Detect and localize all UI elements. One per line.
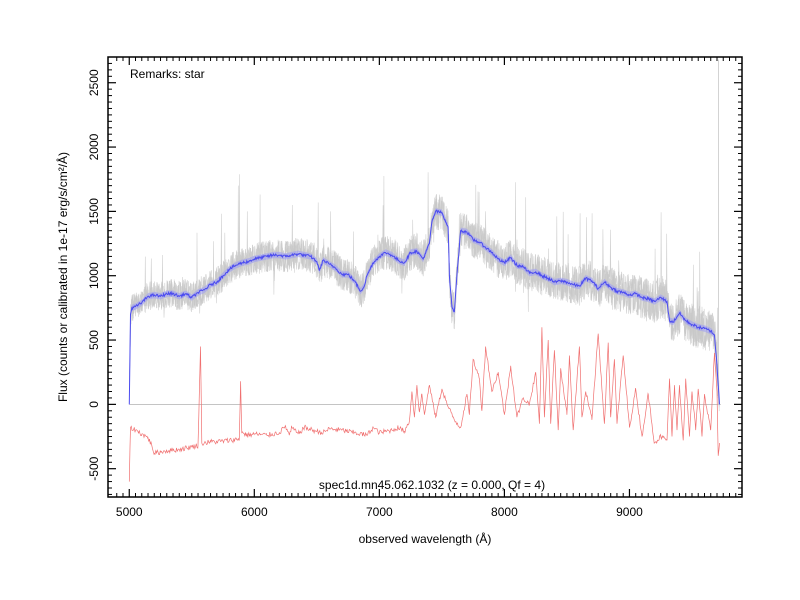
- x-tick-label: 7000: [366, 505, 393, 519]
- y-tick-label: 1500: [87, 198, 101, 225]
- object-info-annotation: spec1d.mn45.062.1032 (z = 0.000, Qf = 4): [319, 478, 545, 492]
- y-tick-label: 1000: [87, 262, 101, 289]
- y-tick-label: 2500: [87, 69, 101, 96]
- y-axis-title: Flux (counts or calibrated in 1e-17 erg/…: [55, 152, 70, 402]
- remarks-annotation: Remarks: star: [130, 67, 205, 81]
- x-axis-title: observed wavelength (Å): [359, 531, 492, 546]
- y-tick-label: 500: [87, 330, 101, 350]
- tick-layer: 5000 6000 7000 8000 9000 -500 0 500 1000 1500 2000…: [87, 57, 742, 519]
- plot-frame: [107, 56, 743, 498]
- x-tick-label: 6000: [241, 505, 268, 519]
- plot-layer: [128, 59, 721, 482]
- x-tick-label: 8000: [491, 505, 518, 519]
- smoothed-flux-line: [128, 209, 720, 405]
- smoothed-flux-band: [129, 208, 720, 408]
- x-tick-label: 5000: [116, 505, 143, 519]
- x-tick-label: 9000: [616, 505, 643, 519]
- y-tick-label: -500: [87, 456, 101, 480]
- y-tick-label: 0: [87, 401, 101, 408]
- y-tick-label: 2000: [87, 133, 101, 160]
- raw-flux-trace: [129, 182, 720, 412]
- sky-spectrum: [128, 327, 720, 482]
